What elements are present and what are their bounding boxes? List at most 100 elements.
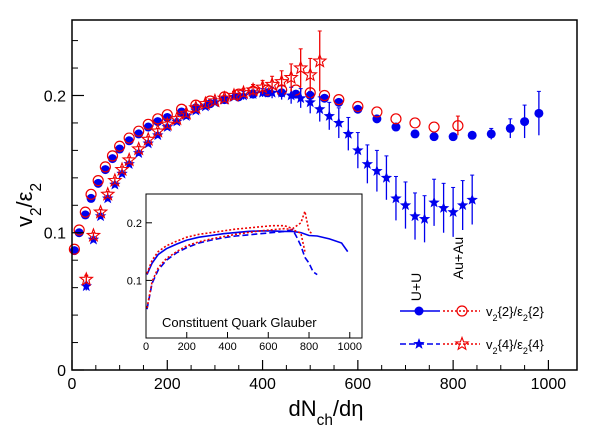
data-point bbox=[161, 109, 173, 121]
data-point bbox=[428, 121, 440, 133]
data-point bbox=[254, 79, 271, 94]
data-point bbox=[116, 167, 128, 179]
data-point bbox=[150, 123, 166, 138]
data-point bbox=[92, 204, 109, 219]
legend-star-filled bbox=[413, 338, 425, 349]
data-point bbox=[86, 193, 96, 203]
data-point bbox=[437, 202, 450, 213]
main-plot-frame bbox=[71, 19, 578, 371]
inset-series-inset_UU_v24 bbox=[146, 228, 318, 310]
data-point bbox=[418, 213, 431, 224]
data-point bbox=[302, 66, 318, 82]
data-point bbox=[429, 132, 439, 142]
data-point bbox=[486, 129, 496, 139]
data-point bbox=[342, 127, 355, 139]
inset-x-tick-label: 200 bbox=[178, 341, 196, 353]
y-tick-label: 0.1 bbox=[44, 226, 66, 243]
data-point bbox=[216, 90, 233, 105]
inset-frame bbox=[145, 193, 363, 339]
data-point bbox=[79, 206, 91, 218]
data-point bbox=[143, 122, 153, 132]
data-point bbox=[447, 206, 459, 218]
data-point bbox=[100, 186, 116, 201]
data-point bbox=[334, 97, 344, 107]
data-point bbox=[380, 171, 393, 183]
x-axis-label: dNch/dη bbox=[289, 396, 364, 429]
data-point bbox=[323, 110, 335, 121]
inset-background bbox=[146, 194, 362, 338]
data-point bbox=[505, 123, 515, 133]
data-point bbox=[85, 188, 97, 200]
x-tick-label: 200 bbox=[154, 376, 181, 393]
data-point bbox=[428, 196, 440, 208]
data-point bbox=[93, 178, 103, 188]
data-point bbox=[178, 105, 195, 120]
data-point bbox=[92, 174, 104, 187]
data-point bbox=[534, 108, 544, 118]
data-point bbox=[123, 132, 135, 144]
data-point bbox=[371, 164, 383, 176]
data-point bbox=[78, 271, 94, 286]
legend-label-v22: v2{2}/ε2{2} bbox=[486, 304, 545, 323]
data-point bbox=[132, 147, 145, 158]
data-point bbox=[131, 140, 147, 156]
legend-star-open bbox=[454, 335, 470, 351]
x-tick-label: 400 bbox=[249, 376, 276, 393]
data-point bbox=[94, 210, 107, 222]
data-point bbox=[352, 144, 364, 156]
main-data-layer bbox=[68, 30, 544, 292]
data-point bbox=[304, 96, 316, 108]
data-point bbox=[106, 150, 119, 162]
data-point bbox=[520, 117, 530, 127]
data-point bbox=[100, 165, 110, 175]
data-point bbox=[320, 93, 329, 103]
inset-data-layer bbox=[146, 208, 349, 310]
data-point bbox=[207, 92, 223, 108]
data-point bbox=[226, 87, 242, 103]
data-point bbox=[283, 69, 299, 85]
data-point bbox=[73, 224, 85, 236]
data-point bbox=[169, 110, 185, 126]
inset-y-tick-label: 0.1 bbox=[127, 275, 142, 287]
data-point bbox=[294, 92, 307, 104]
inset-series-inset_AuAu_v24 bbox=[146, 227, 306, 309]
data-point bbox=[80, 280, 92, 292]
data-point bbox=[273, 73, 290, 89]
data-point bbox=[107, 154, 117, 164]
inset-plot: 0 200 400 600 800 1000 0.1 0.2 Constituent Qua… bbox=[127, 193, 363, 353]
data-point bbox=[102, 192, 114, 204]
inset-y-axis: 0.1 0.2 bbox=[127, 218, 152, 287]
inset-x-axis: 0 200 400 600 800 1000 bbox=[143, 332, 362, 353]
data-point bbox=[390, 113, 402, 125]
data-point bbox=[124, 136, 134, 146]
x-tick-label: 0 bbox=[68, 376, 77, 393]
data-point bbox=[142, 137, 154, 149]
inset-series-inset_UU_v22 bbox=[146, 230, 349, 275]
data-point bbox=[409, 117, 421, 129]
data-point bbox=[390, 192, 402, 204]
inset-x-tick-label: 0 bbox=[143, 341, 149, 353]
data-point bbox=[312, 53, 328, 68]
main-plot: 0 200 400 600 800 1000 0 0.1 0.2 bbox=[44, 19, 578, 393]
data-point bbox=[142, 118, 154, 130]
data-point bbox=[197, 95, 214, 111]
data-point bbox=[123, 158, 135, 169]
data-point bbox=[133, 125, 145, 137]
data-point bbox=[87, 233, 100, 245]
annotation-auau: Au+Au bbox=[450, 237, 466, 279]
data-point bbox=[264, 76, 280, 92]
inset-x-tick-label: 400 bbox=[218, 341, 236, 353]
inset-x-tick-label: 1000 bbox=[338, 341, 362, 353]
inset-title: Constituent Quark Glauber bbox=[162, 315, 317, 330]
data-point bbox=[235, 84, 252, 100]
data-point bbox=[353, 104, 363, 114]
data-point bbox=[68, 243, 80, 255]
x-tick-label: 800 bbox=[440, 376, 467, 393]
data-point bbox=[333, 94, 345, 106]
data-point bbox=[188, 99, 204, 115]
data-point bbox=[293, 59, 309, 75]
data-point bbox=[361, 158, 374, 169]
data-point bbox=[410, 129, 420, 139]
data-point bbox=[448, 132, 458, 142]
